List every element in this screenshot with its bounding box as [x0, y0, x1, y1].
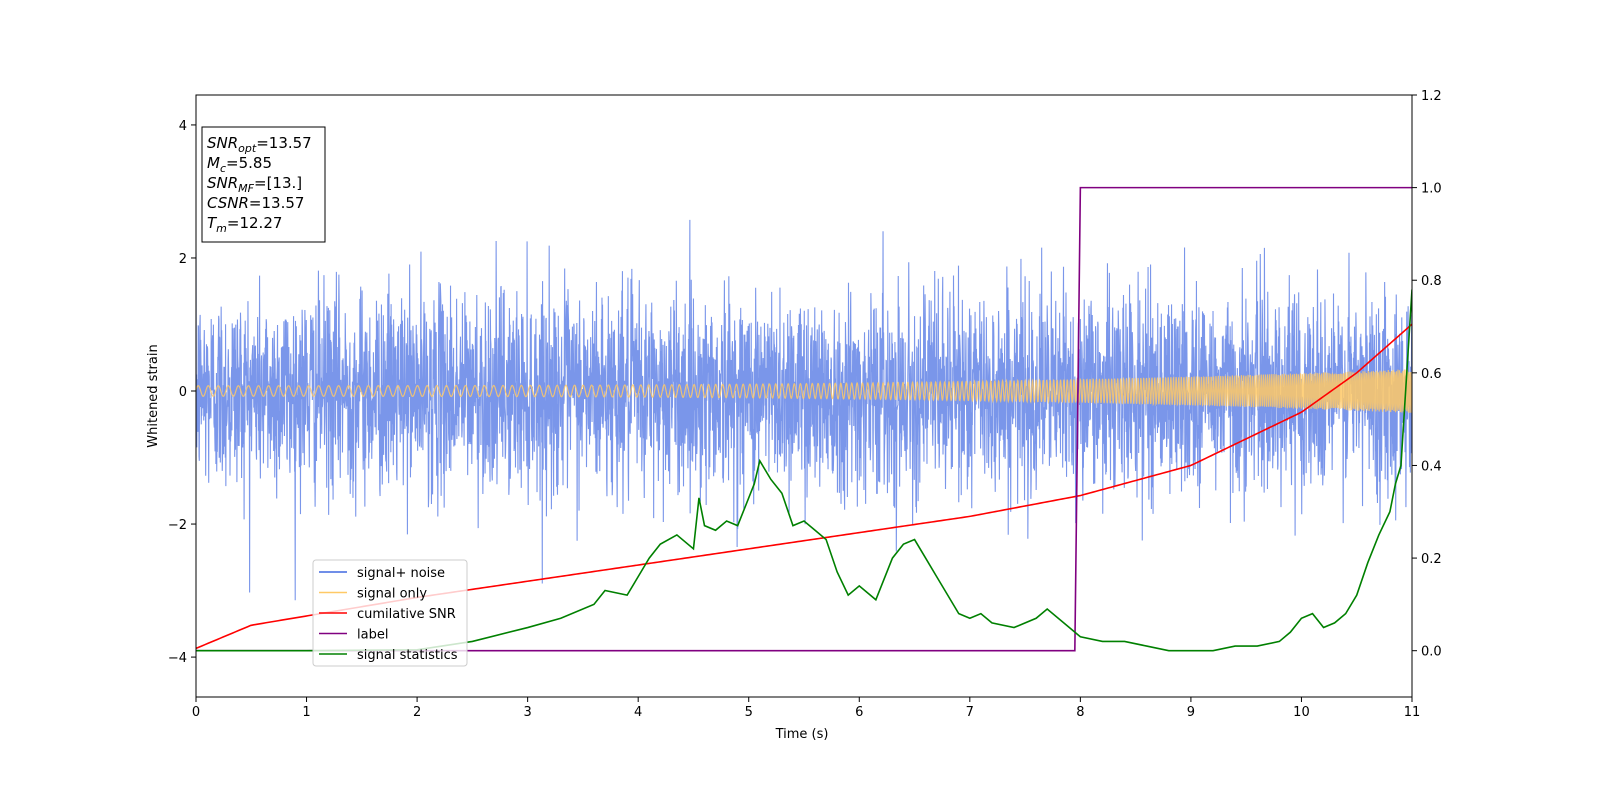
x-tick-label: 5: [745, 705, 753, 720]
legend-label: label: [357, 628, 388, 643]
y-right-tick-label: 0.8: [1421, 274, 1442, 289]
series-signal-statistics: [196, 289, 1412, 652]
x-tick-label: 7: [966, 705, 974, 720]
x-tick-label: 0: [192, 705, 200, 720]
x-tick-label: 11: [1404, 705, 1421, 720]
y-right-tick-label: 0.2: [1421, 552, 1442, 567]
legend-label: signal only: [357, 587, 427, 602]
y-right-tick-label: 0.0: [1421, 645, 1442, 660]
legend-label: signal statistics: [357, 648, 458, 663]
x-axis-label: Time (s): [775, 727, 829, 742]
y-axis-label: Whitened strain: [146, 344, 161, 447]
info-line: CSNR=13.57: [207, 194, 304, 212]
x-tick-label: 4: [634, 705, 642, 720]
y-right-tick-label: 1.2: [1421, 89, 1442, 104]
x-tick-label: 1: [302, 705, 310, 720]
info-box: SNRopt=13.57Mc=5.85SNRMF=[13.]CSNR=13.57…: [201, 126, 326, 243]
info-line: SNRMF=[13.]: [207, 174, 302, 195]
x-tick-label: 8: [1076, 705, 1084, 720]
y-left-tick-label: 0: [179, 385, 187, 400]
axes-frame: [195, 94, 1413, 698]
legend-frame: [312, 559, 468, 667]
series-label: [196, 186, 1412, 652]
legend-label: cumilative SNR: [357, 607, 456, 622]
series-signal-plus-noise: [196, 219, 1412, 601]
x-tick-label: 9: [1187, 705, 1195, 720]
legend: signal+ noise signal only cumilative SNR la…: [312, 559, 468, 667]
y-left-tick-label: −2: [168, 518, 187, 533]
y-left-tick-label: 4: [179, 119, 187, 134]
y-right-tick-label: 0.6: [1421, 367, 1442, 382]
legend-label: signal+ noise: [357, 566, 445, 581]
info-line: Tm=12.27: [207, 214, 282, 235]
info-line: Mc=5.85: [207, 154, 272, 175]
x-tick-label: 3: [523, 705, 531, 720]
y-right-tick-label: 0.4: [1421, 459, 1442, 474]
x-tick-label: 10: [1293, 705, 1310, 720]
y-left-tick-label: −4: [168, 651, 187, 666]
info-box-frame: [201, 126, 326, 243]
info-line: SNRopt=13.57: [207, 134, 312, 155]
axes-ticks: 0 1 2 3 4 5 6 7 8 9 10 11 −4 −2 0 2 4 0.0 0.2 0.4 0.6 0.8 1.0 1…: [168, 89, 1442, 720]
x-tick-label: 2: [413, 705, 421, 720]
series-signal-only: [196, 369, 1412, 413]
x-tick-label: 6: [855, 705, 863, 720]
y-right-tick-label: 1.0: [1421, 182, 1442, 197]
y-left-tick-label: 2: [179, 252, 187, 267]
